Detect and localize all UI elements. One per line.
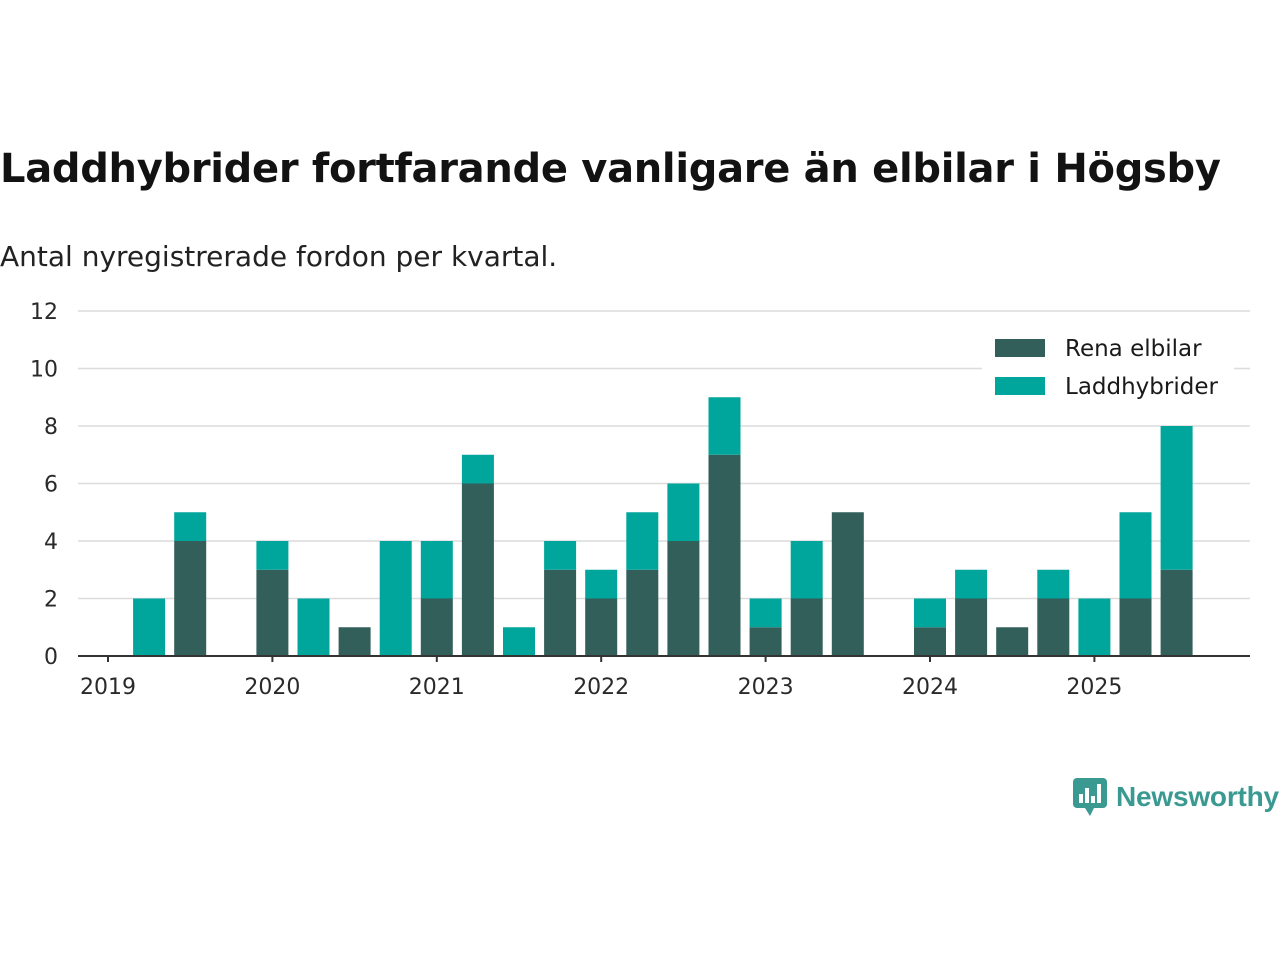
bar-laddhybrider [667, 483, 700, 541]
newsworthy-logo-icon [1073, 778, 1107, 816]
bar-laddhybrider [1078, 598, 1111, 656]
bar-rena-elbilar [914, 627, 946, 656]
bar-rena-elbilar [831, 512, 864, 656]
stacked-bar-chart: 0 2 4 6 8 10 12 2019 2020 2021 2022 2023 2024 2025 Re… [30, 300, 1250, 700]
bar-laddhybrider [503, 627, 535, 656]
bar-rena-elbilar [585, 598, 618, 656]
bars [133, 397, 1193, 656]
bar-laddhybrider [914, 598, 946, 628]
chart-title: Laddhybrider fortfarande vanligare än el… [0, 146, 1221, 192]
x-tick-label: 2019 [80, 675, 136, 700]
bar-rena-elbilar [461, 483, 494, 656]
bar-laddhybrider [420, 541, 453, 599]
bar-laddhybrider [544, 541, 577, 570]
bar-rena-elbilar [708, 454, 741, 656]
x-tick-label: 2023 [738, 675, 794, 700]
x-tick-label: 2025 [1066, 675, 1122, 700]
bar-laddhybrider [461, 454, 494, 484]
y-tick-label: 4 [44, 530, 58, 555]
legend-swatch [995, 377, 1045, 395]
y-tick-label: 6 [44, 473, 58, 498]
bar-rena-elbilar [1160, 569, 1193, 656]
bar-laddhybrider [256, 541, 289, 570]
bar-laddhybrider [1037, 569, 1070, 599]
bar-laddhybrider [749, 598, 782, 628]
legend: Rena elbilar Laddhybrider [982, 330, 1234, 412]
bar-rena-elbilar [1037, 598, 1070, 656]
x-tick-label: 2022 [573, 675, 629, 700]
bar-rena-elbilar [626, 569, 659, 656]
x-tick-label: 2024 [902, 675, 958, 700]
bar-rena-elbilar [1119, 598, 1152, 656]
bar-rena-elbilar [256, 569, 289, 656]
bar-rena-elbilar [174, 541, 207, 656]
bar-rena-elbilar [790, 598, 823, 656]
y-tick-label: 10 [30, 358, 58, 383]
bar-laddhybrider [174, 512, 207, 541]
bar-laddhybrider [1160, 426, 1193, 570]
bar-rena-elbilar [996, 627, 1029, 656]
bar-rena-elbilar [749, 627, 782, 656]
bar-laddhybrider [585, 569, 618, 599]
y-tick-label: 2 [44, 588, 58, 613]
newsworthy-logo[interactable]: Newsworthy [1072, 776, 1279, 818]
legend-label: Laddhybrider [1065, 374, 1218, 400]
legend-label: Rena elbilar [1065, 336, 1202, 362]
bar-laddhybrider [1119, 512, 1152, 599]
legend-swatch [995, 339, 1045, 357]
axes: 0 2 4 6 8 10 12 2019 2020 2021 2022 2023 2024 2025 [30, 300, 1250, 700]
x-tick-label: 2020 [244, 675, 300, 700]
bar-laddhybrider [379, 541, 412, 656]
y-tick-label: 8 [44, 415, 58, 440]
bar-rena-elbilar [420, 598, 453, 656]
bar-laddhybrider [133, 598, 166, 656]
bar-laddhybrider [955, 569, 988, 599]
x-tick-label: 2021 [409, 675, 465, 700]
y-tick-label: 0 [44, 645, 58, 670]
chart-subtitle: Antal nyregistrerade fordon per kvartal. [0, 240, 558, 273]
bar-laddhybrider [790, 541, 823, 599]
bar-laddhybrider [297, 598, 330, 656]
bar-rena-elbilar [667, 541, 700, 656]
bar-rena-elbilar [338, 627, 371, 656]
bar-laddhybrider [708, 397, 741, 455]
bar-rena-elbilar [544, 569, 577, 656]
bar-laddhybrider [626, 512, 659, 570]
bar-rena-elbilar [955, 598, 988, 656]
newsworthy-logo-text: Newsworthy [1116, 781, 1279, 812]
y-tick-label: 12 [30, 300, 58, 325]
